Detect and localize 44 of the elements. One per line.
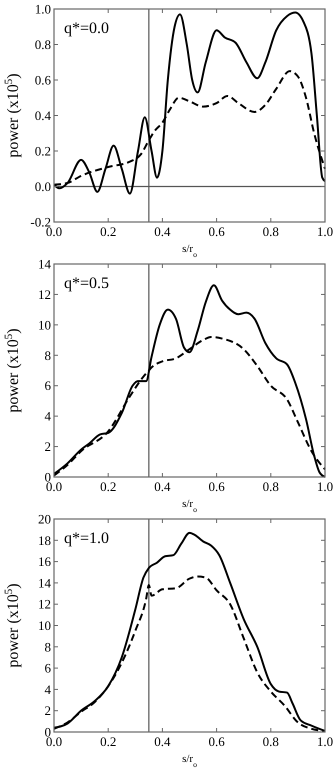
x-tick-label: 1.0 [316,734,333,749]
y-tick-label: 8 [44,348,51,363]
y-tick-label: 6 [44,378,52,394]
x-tick-label: 0.8 [262,734,279,749]
y-tick-label: 0.6 [34,72,52,88]
x-tick-label: 0.2 [100,734,116,749]
y-tick-label: 10 [38,618,51,633]
y-tick-label: 12 [38,596,51,612]
x-tick-label: 0.2 [100,224,116,239]
x-tick-label: 0.4 [154,479,172,494]
y-tick-label: 8 [44,639,51,654]
x-axis-title: s/r$_{o}$ [182,498,198,514]
y-tick-label: 0.8 [34,37,51,52]
y-tick-label: 14 [38,575,52,590]
x-tick-label: 0.8 [262,479,279,494]
annotation: q*=0.0 [64,20,110,37]
y-tick-label: 4 [44,682,52,697]
y-tick-label: 0.4 [34,108,52,123]
x-tick-label: 1.0 [316,479,333,494]
x-axis-title: s/r$_{o}$ [182,243,198,258]
x-axis-title: s/r$_{o}$ [182,753,198,768]
x-tick-label: 0.2 [100,479,116,494]
x-tick-label: 0.4 [154,734,172,749]
annotation: q*=1.0 [64,530,110,547]
y-tick-label: 4 [44,408,52,424]
y-tick-label: 20 [38,512,51,526]
annotation: q*=0.5 [64,275,110,292]
y-tick-label: 6 [44,660,52,676]
y-tick-label: 0.0 [34,179,51,194]
x-tick-label: 0.6 [208,734,226,749]
x-tick-label: 0.6 [208,479,226,494]
y-tick-label: 2 [44,439,51,454]
y-tick-label: 1.0 [34,2,51,16]
y-tick-label: 12 [38,286,51,302]
y-tick-label: 16 [38,554,52,570]
y-tick-label: 2 [44,703,51,718]
x-tick-label: 0.4 [154,224,172,239]
y-tick-label: 10 [38,317,51,332]
y-tick-label: 18 [38,532,51,548]
x-tick-label: 0.6 [208,224,226,239]
y-tick-label: 0.2 [34,144,51,158]
x-tick-label: 0.8 [262,224,279,239]
x-tick-label: 1.0 [316,224,333,239]
y-tick-label: 14 [38,256,52,272]
